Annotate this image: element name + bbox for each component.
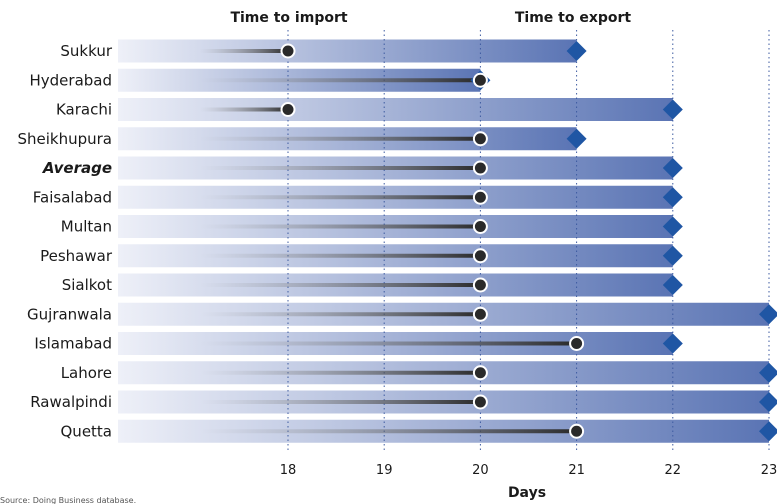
import-line xyxy=(200,400,481,404)
city-label: Peshawar xyxy=(40,247,113,265)
import-line xyxy=(200,224,481,229)
import-dot xyxy=(472,306,488,322)
import-dot xyxy=(472,219,488,234)
import-line xyxy=(200,341,577,346)
city-label: Multan xyxy=(61,218,112,236)
export-diamond xyxy=(759,421,777,442)
city-label: Karachi xyxy=(56,101,112,119)
export-diamond xyxy=(566,41,587,61)
export-diamond xyxy=(662,333,683,354)
x-axis-label: Days xyxy=(508,485,546,501)
import-dot xyxy=(472,394,488,410)
export-diamond xyxy=(662,187,683,208)
city-label: Rawalpindi xyxy=(30,393,112,411)
import-line xyxy=(200,78,481,83)
x-tick-labels: 18 19 20 21 22 23 xyxy=(280,463,777,478)
import-line xyxy=(200,166,481,170)
marks-layer xyxy=(280,41,777,442)
import-dot xyxy=(472,248,488,264)
export-diamond xyxy=(662,158,683,178)
x-tick-label: 20 xyxy=(472,463,489,478)
export-bar xyxy=(118,98,673,121)
import-dot xyxy=(569,336,585,351)
labels-layer: Sukkur Hyderabad Karachi Sheikhupura Average… xyxy=(17,42,112,440)
import-dot xyxy=(280,43,296,59)
import-line xyxy=(200,429,577,434)
grid-layer xyxy=(287,30,770,452)
export-diamond xyxy=(662,245,683,266)
export-diamond xyxy=(566,128,587,149)
import-dot xyxy=(472,189,488,205)
import-line xyxy=(200,283,481,287)
x-tick-label: 22 xyxy=(665,463,682,478)
import-line xyxy=(200,107,288,112)
city-label: Average xyxy=(42,159,112,177)
city-label: Hyderabad xyxy=(30,71,113,89)
import-dot xyxy=(472,72,488,88)
x-tick-label: 21 xyxy=(568,463,585,478)
import-header: Time to import xyxy=(230,10,347,26)
import-dot xyxy=(472,160,488,176)
import-line xyxy=(200,253,481,258)
export-bar xyxy=(118,39,577,63)
import-dot xyxy=(280,102,296,117)
import-line xyxy=(200,136,481,141)
city-label: Sheikhupura xyxy=(17,130,112,148)
city-label: Gujranwala xyxy=(27,305,112,323)
import-dot xyxy=(472,365,488,381)
import-line xyxy=(200,370,481,375)
import-lines-layer xyxy=(200,49,577,434)
import-dot xyxy=(472,131,488,147)
export-diamond xyxy=(662,275,683,295)
city-label: Faisalabad xyxy=(33,188,112,206)
export-header: Time to export xyxy=(515,10,632,26)
bars-layer xyxy=(118,39,769,443)
city-label: Sukkur xyxy=(60,42,112,60)
import-line xyxy=(200,49,288,53)
export-diamond xyxy=(759,362,777,383)
city-label: Quetta xyxy=(61,422,113,440)
export-diamond xyxy=(759,304,777,325)
import-line xyxy=(200,195,481,200)
city-label: Sialkot xyxy=(62,276,112,294)
import-dot xyxy=(569,423,585,439)
city-label: Lahore xyxy=(61,364,112,382)
x-tick-label: 23 xyxy=(761,463,777,478)
import-dot xyxy=(472,277,488,293)
x-tick-label: 19 xyxy=(376,463,393,478)
export-diamond xyxy=(662,216,683,237)
export-diamond xyxy=(759,392,777,412)
source-note: Source: Doing Business database. xyxy=(0,496,136,504)
export-diamond xyxy=(662,99,683,120)
x-tick-label: 18 xyxy=(280,463,297,478)
city-label: Islamabad xyxy=(34,335,112,353)
import-line xyxy=(200,312,481,317)
